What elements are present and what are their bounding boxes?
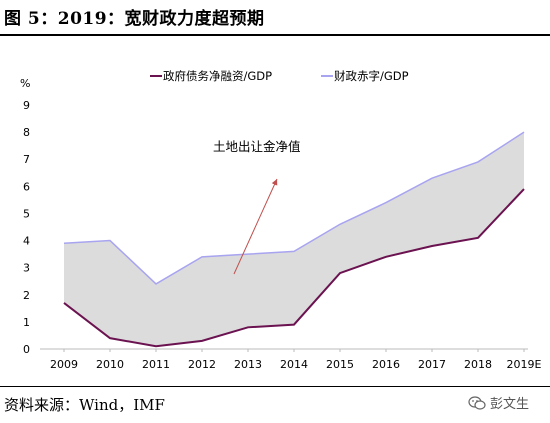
y-axis-unit-label: % [20,77,30,90]
x-tick-label: 2016 [372,358,400,371]
gap-band-area [64,132,524,347]
y-tick-label: 5 [23,207,30,220]
annotation-arrow [233,178,278,275]
bottom-rule [0,386,550,387]
legend-label-deficit: 财政赤字/GDP [334,69,409,83]
legend-label-debt: 政府债务净融资/GDP [163,69,272,83]
top-rule [0,34,550,36]
x-tick-label: 2015 [326,358,354,371]
series-line-fiscal-deficit [63,131,525,285]
source-note: 资料来源：Wind，IMF [4,396,165,414]
x-tick-label: 2012 [188,358,216,371]
y-tick-label: 4 [23,235,30,248]
x-tick-label: 2018 [464,358,492,371]
y-tick-label: 3 [23,262,30,275]
legend: 政府债务净融资/GDP 财政赤字/GDP [150,69,409,83]
y-tick-label: 0 [23,343,30,356]
y-tick-label: 6 [23,180,30,193]
watermark-text: 彭文生 [490,397,530,412]
x-tick-label: 2019E [507,358,542,371]
watermark: 彭文生 [468,393,529,412]
x-tick-label: 2011 [142,358,170,371]
y-tick-label: 9 [23,99,30,112]
wechat-icon [468,395,486,410]
annotation-label: 土地出让金净值 [213,139,301,154]
x-tick-label: 2010 [96,358,124,371]
y-tick-label: 8 [23,126,30,139]
y-tick-label: 7 [23,153,30,166]
series-line-debt-net-financing [63,188,525,348]
x-tick-label: 2014 [280,358,308,371]
y-tick-label: 1 [23,316,30,329]
x-tick-label: 2017 [418,358,446,371]
figure-title: 图 5：2019：宽财政力度超预期 [4,9,265,29]
area-chart: % 0 1 2 3 4 5 6 7 8 9 2009 2010 2011 2012 2013 2014 201… [20,69,542,371]
y-tick-label: 2 [23,289,30,302]
x-tick-label: 2009 [50,358,78,371]
x-tick-label: 2013 [234,358,262,371]
